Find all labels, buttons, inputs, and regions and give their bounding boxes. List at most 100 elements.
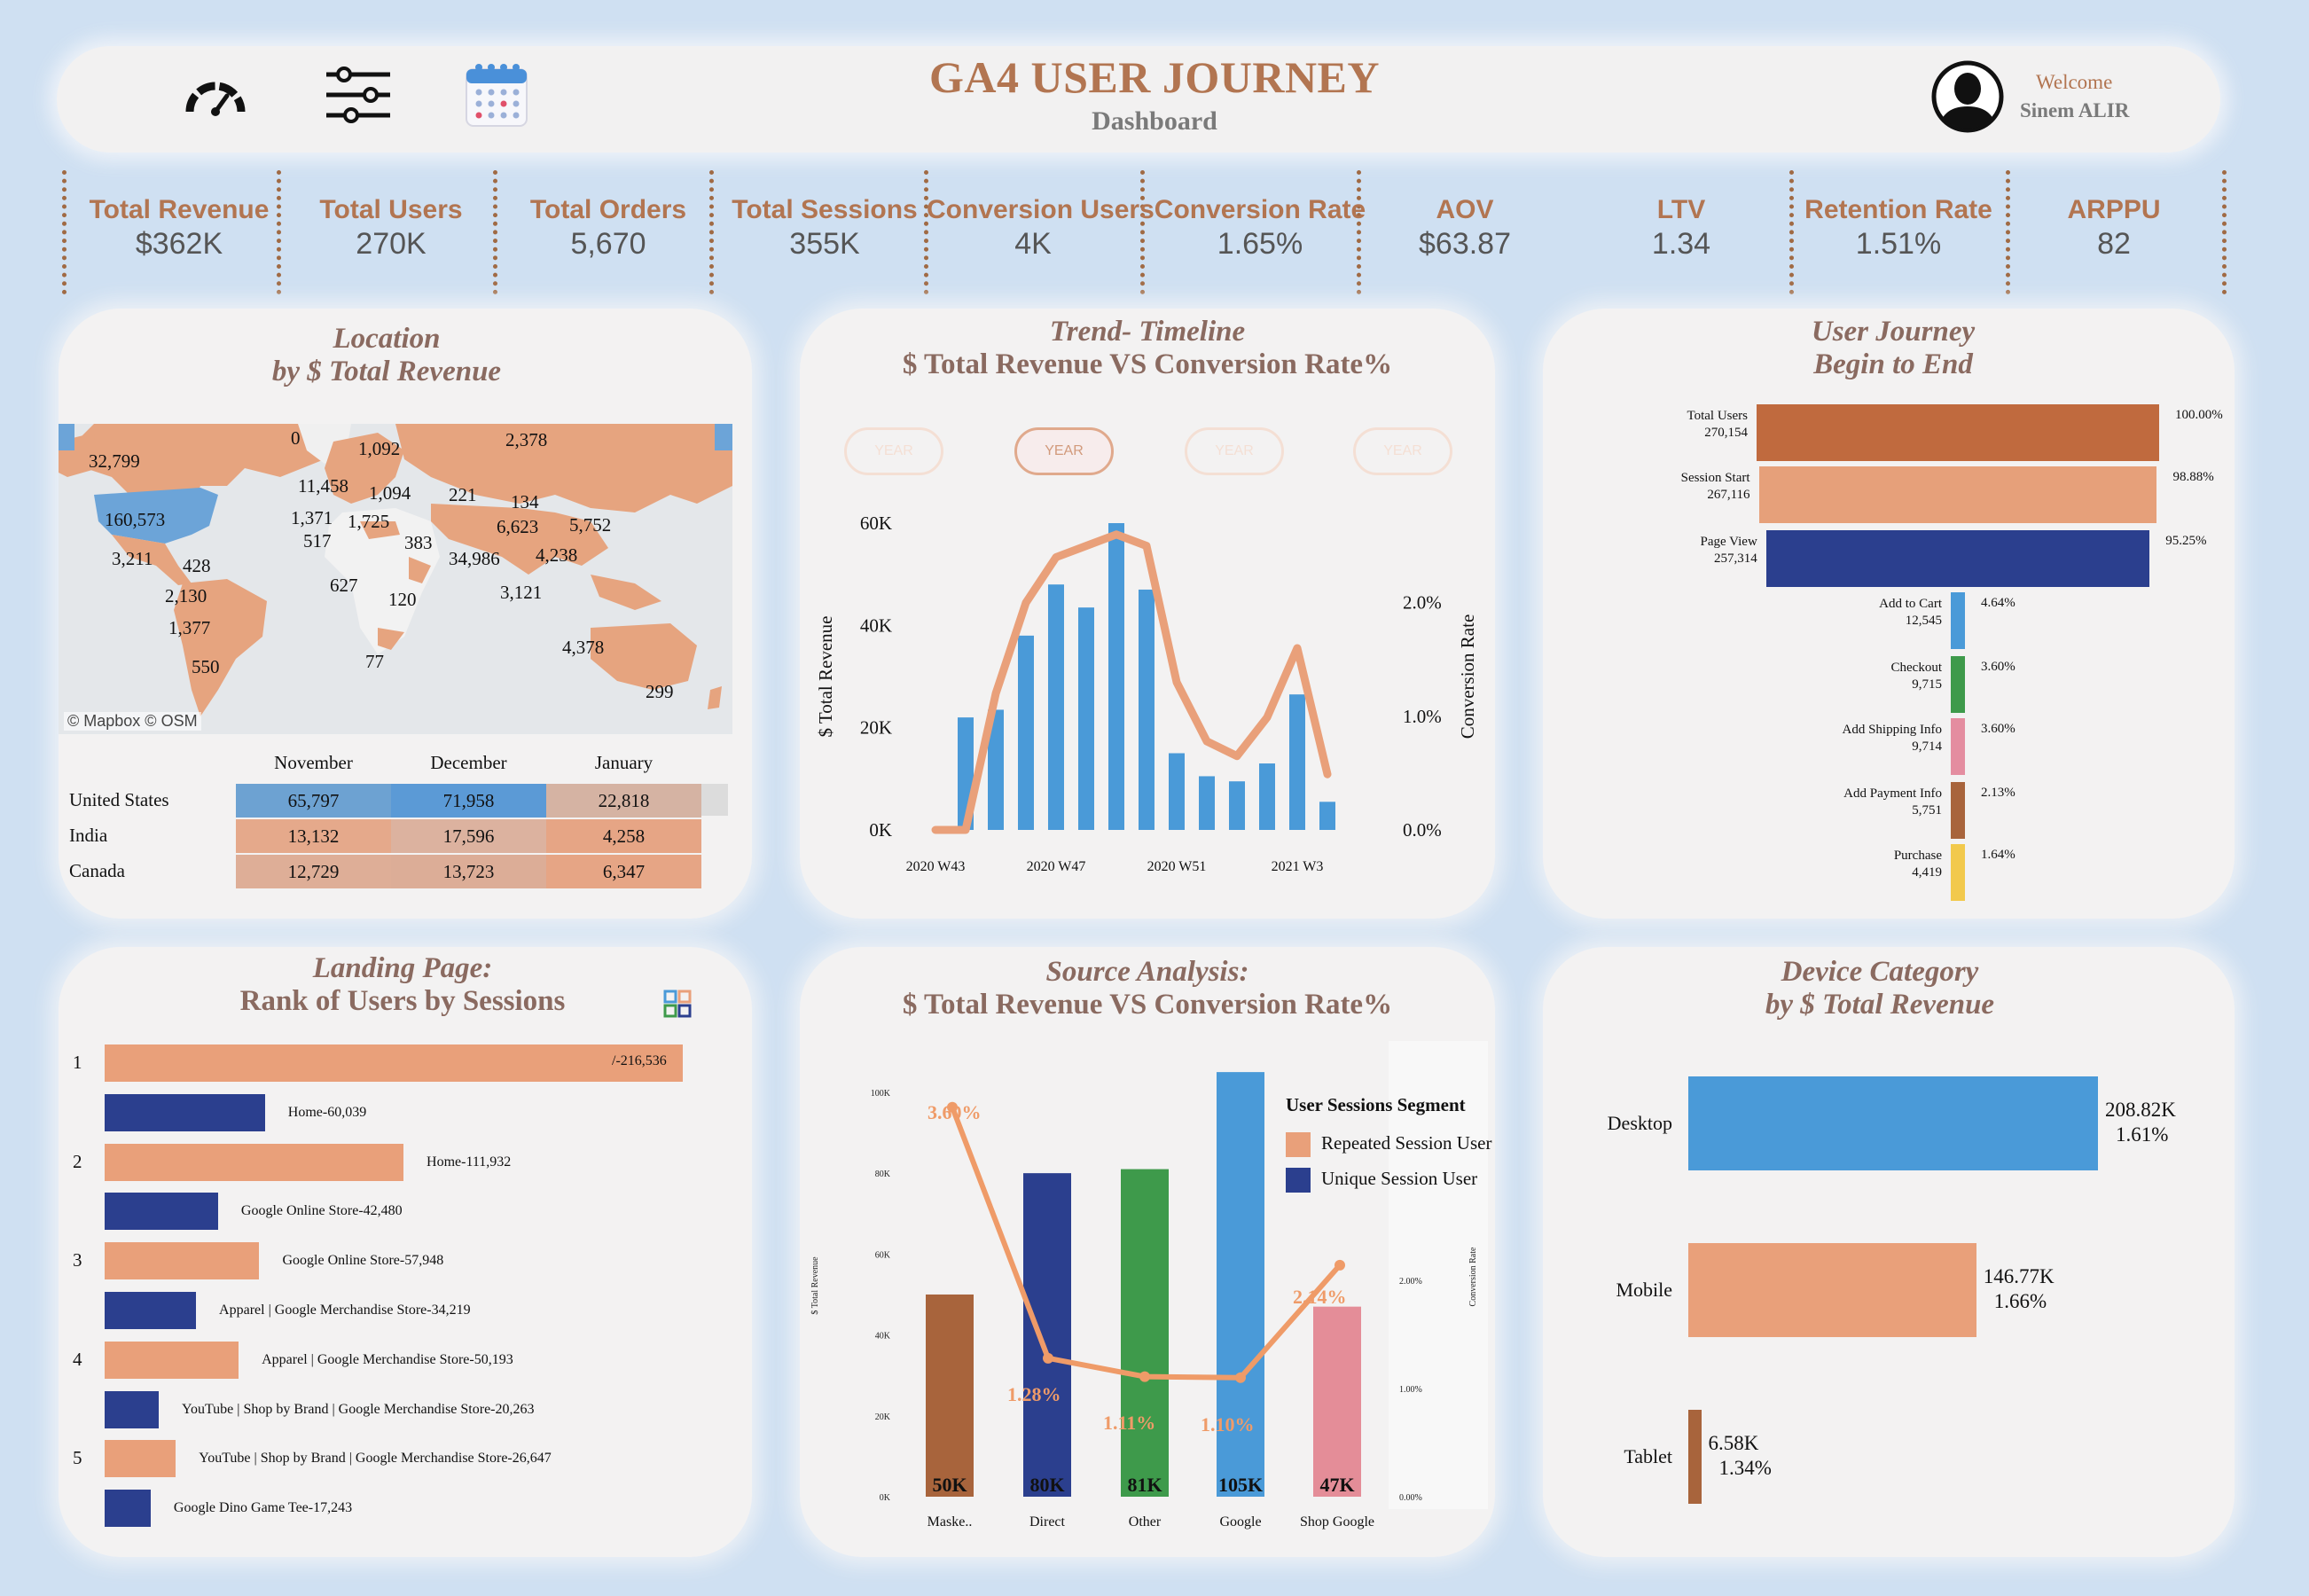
x-tick-label: 2020 W47 [1027, 859, 1086, 874]
y2-tick-label: 0.00% [1399, 1493, 1422, 1503]
landing-bar[interactable] [105, 1242, 260, 1280]
kpi-separator [2222, 170, 2227, 294]
map-value-label: 1,725 [348, 511, 390, 532]
grid-icon[interactable] [663, 990, 692, 1018]
device-title: Device Category by $ Total Revenue [1543, 956, 2217, 1021]
conversion-rate-point[interactable] [1043, 1352, 1053, 1364]
funnel-bar[interactable] [1951, 656, 1965, 713]
landing-bar[interactable] [105, 1193, 218, 1231]
funnel-bar[interactable] [1765, 530, 2150, 587]
funnel-bar[interactable] [1757, 404, 2159, 461]
toggle-year-button[interactable]: YEAR [1185, 427, 1284, 475]
funnel-stage-value: 257,314 [1714, 552, 1757, 566]
world-map[interactable]: 32,799 0 1,092 2,378 11,458 1,094 221 134 160,57… [59, 424, 732, 734]
funnel-stage-value: 9,714 [1912, 739, 1942, 754]
device-revenue: 6.58K [1708, 1432, 1759, 1454]
device-bar[interactable] [1688, 1243, 1976, 1337]
source-bar-value: 50K [932, 1474, 967, 1496]
legend-item[interactable]: Repeated Session User [1286, 1132, 1491, 1158]
funnel-bar[interactable] [1951, 718, 1965, 775]
revenue-bar[interactable] [1018, 635, 1034, 830]
journey-title: User Journey Begin to End [1543, 316, 2243, 381]
conversion-rate-point[interactable] [1335, 1259, 1345, 1271]
revenue-bar[interactable] [1048, 584, 1064, 830]
landing-bar[interactable] [105, 1490, 151, 1528]
trend-title-line1: Trend- Timeline [1049, 316, 1246, 348]
device-bar[interactable] [1688, 1410, 1702, 1504]
funnel-bar[interactable] [1951, 844, 1965, 901]
map-value-label: 5,752 [569, 514, 612, 536]
kpi-separator [62, 170, 67, 294]
landing-bar[interactable] [105, 1440, 176, 1478]
funnel-bar[interactable] [1758, 466, 2157, 523]
funnel-stage-label: Purchase 4,419 [1800, 848, 1942, 881]
revenue-bar[interactable] [1169, 753, 1185, 831]
landing-bar-label: YouTube | Shop by Brand | Google Merchan… [199, 1451, 552, 1467]
legend-item[interactable]: Unique Session User [1286, 1168, 1477, 1193]
table-cell: 22,818 [546, 784, 701, 818]
x-tick-label: 2021 W3 [1272, 859, 1324, 874]
toggle-year-button[interactable]: YEAR [844, 427, 943, 475]
y-tick-label: 100K [871, 1089, 891, 1099]
landing-rank: 1 [73, 1052, 82, 1073]
device-rate: 1.61% [2116, 1123, 2169, 1146]
sliders-icon[interactable] [325, 66, 392, 124]
revenue-bar[interactable] [1139, 589, 1154, 830]
landing-bar-label: Home-111,932 [427, 1154, 512, 1170]
conversion-rate-label: 3.60% [928, 1101, 982, 1123]
landing-bar[interactable] [105, 1341, 239, 1379]
conversion-rate-point[interactable] [1139, 1371, 1150, 1382]
source-bar[interactable] [1023, 1173, 1071, 1497]
toggle-year-button[interactable]: YEAR [1014, 427, 1114, 475]
conversion-rate-label: 1.10% [1201, 1413, 1255, 1436]
landing-bar[interactable] [105, 1390, 159, 1428]
landing-bar[interactable] [105, 1292, 197, 1329]
calendar-icon[interactable] [465, 62, 528, 128]
conversion-rate-label: 2.14% [1293, 1286, 1347, 1308]
map-credit: © Mapbox © OSM [64, 712, 201, 731]
conversion-rate-point[interactable] [1235, 1372, 1246, 1383]
revenue-bar[interactable] [1289, 694, 1305, 830]
source-legend-bg [1389, 1041, 1488, 1509]
revenue-bar[interactable] [1199, 776, 1215, 830]
conversion-rate-line[interactable] [931, 530, 1332, 834]
revenue-bar[interactable] [1319, 802, 1335, 830]
world-map-shapes [59, 424, 732, 734]
table-cell: 13,132 [236, 819, 391, 853]
kpi-card: Total Revenue $362K [73, 195, 286, 262]
revenue-bar[interactable] [1108, 523, 1124, 830]
source-bar[interactable] [1121, 1169, 1169, 1497]
kpi-value: 270K [356, 227, 427, 261]
funnel-bar[interactable] [1951, 592, 1965, 649]
funnel-stage-value: 270,154 [1704, 426, 1748, 440]
source-bar[interactable] [1313, 1306, 1361, 1497]
revenue-bar[interactable] [1259, 763, 1275, 830]
map-value-label: 1,377 [168, 617, 211, 638]
y-tick-label: 80K [875, 1170, 891, 1179]
source-bar[interactable] [926, 1294, 974, 1497]
toggle-year-button[interactable]: YEAR [1353, 427, 1452, 475]
device-bar[interactable] [1688, 1076, 2098, 1170]
map-value-label: 4,238 [536, 544, 578, 566]
user-avatar-icon[interactable] [1931, 60, 2004, 133]
landing-bar[interactable] [105, 1044, 683, 1082]
y2-tick-label: 0.0% [1403, 819, 1442, 841]
y2-tick-label: 2.0% [1403, 592, 1442, 614]
kpi-label: ARPPU [2067, 195, 2161, 224]
funnel-bar[interactable] [1951, 782, 1965, 839]
conversion-rate-point[interactable] [947, 1101, 958, 1113]
landing-title-line2: Rank of Users by Sessions [239, 985, 566, 1017]
table-scrollbar[interactable] [701, 784, 728, 816]
source-category-label: Direct [1029, 1514, 1066, 1530]
legend-swatch [1286, 1168, 1311, 1193]
landing-bar[interactable] [105, 1093, 265, 1131]
revenue-bar[interactable] [1229, 781, 1245, 830]
legend-label: Unique Session User [1321, 1168, 1478, 1189]
y2-tick-label: 1.0% [1403, 706, 1442, 727]
revenue-bar[interactable] [988, 709, 1004, 830]
funnel-stage-label: Total Users 270,154 [1606, 408, 1748, 442]
speedometer-icon[interactable] [184, 76, 247, 117]
landing-bar[interactable] [105, 1143, 404, 1181]
source-bar[interactable] [1217, 1072, 1264, 1497]
revenue-bar[interactable] [1078, 607, 1094, 830]
